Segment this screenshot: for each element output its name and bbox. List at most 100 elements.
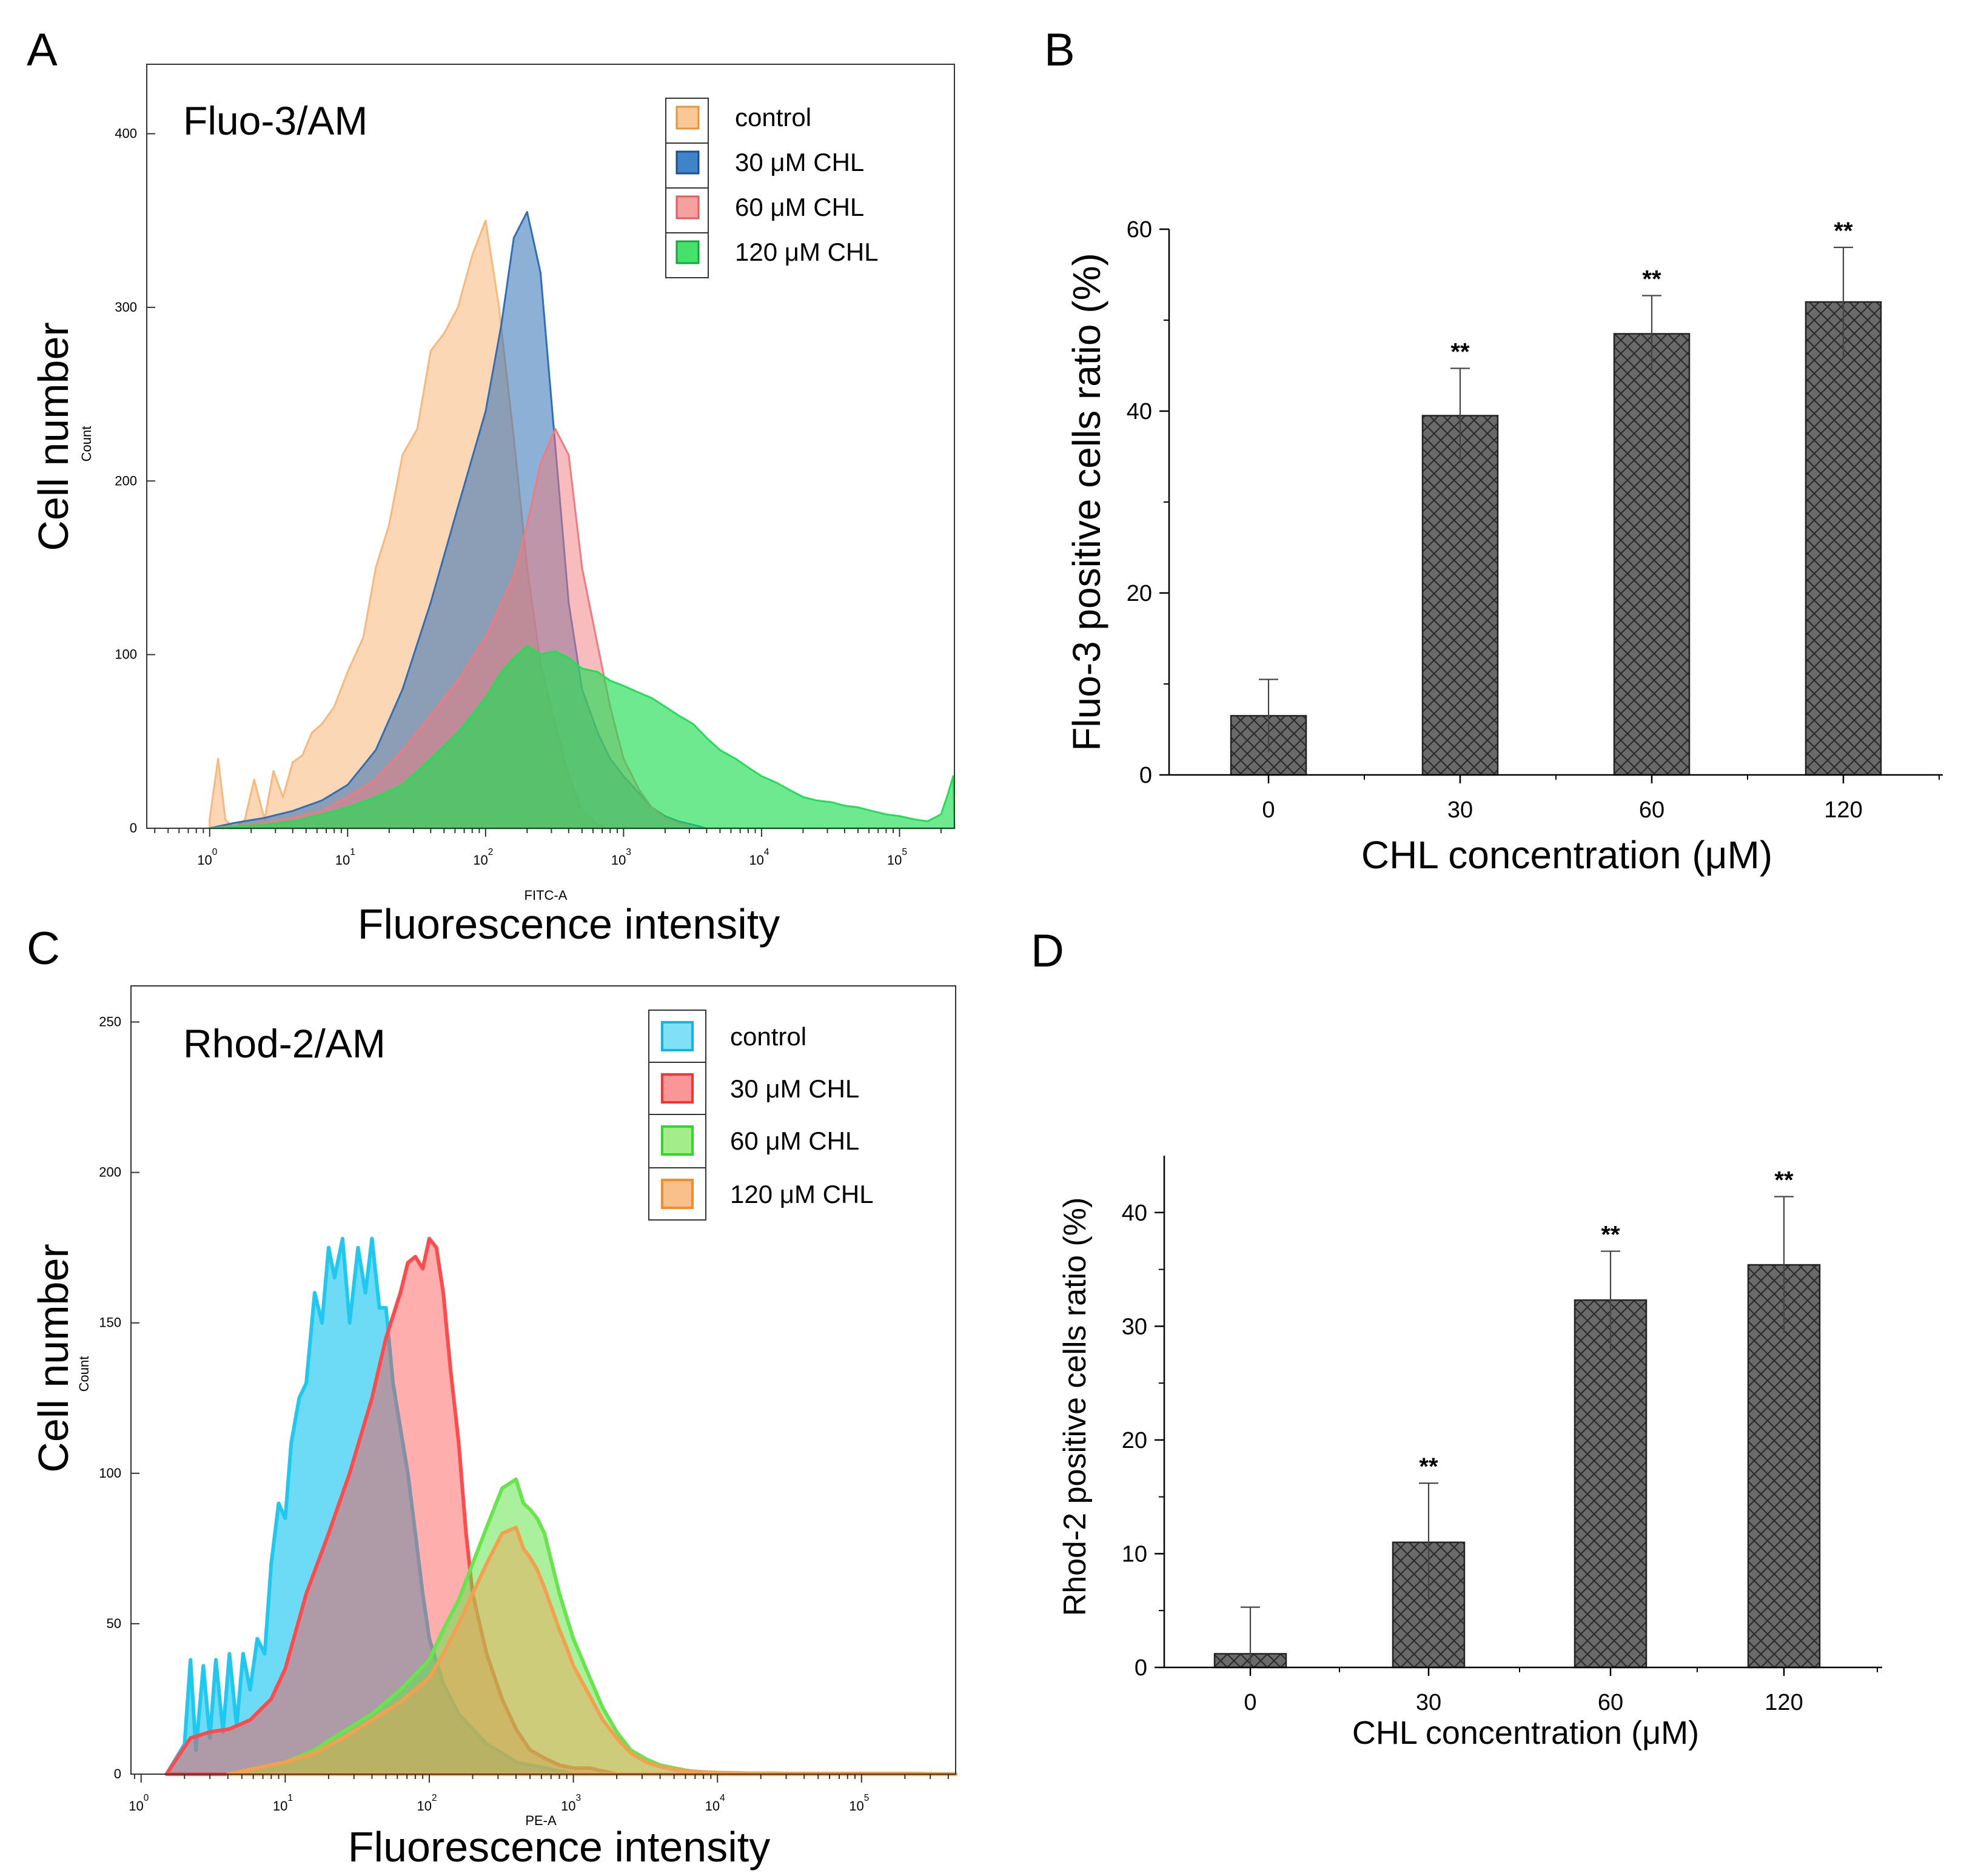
panel-c-x-label: Fluorescence intensity	[348, 1823, 770, 1871]
legend-swatch-60um	[675, 195, 700, 219]
legend-label-60um-c: 60 μM CHL	[730, 1127, 859, 1155]
legend-label-120um-c: 120 μM CHL	[730, 1180, 874, 1208]
x-tick-label: 30	[1416, 1690, 1441, 1715]
x-tick-label: 105	[887, 847, 907, 868]
panel-c-x-ticks: 100 101 102 103 104 105	[129, 1774, 949, 1814]
panel-c-legend: control 30 μM CHL 60 μM CHL 120 μM CHL	[648, 1010, 874, 1221]
panel-c-y-label-small: Count	[76, 1356, 92, 1392]
x-tick-label: 60	[1598, 1690, 1623, 1715]
x-tick-label: 100	[197, 847, 217, 868]
x-tick-label: 0	[1262, 797, 1275, 823]
panel-a-plot-frame	[146, 64, 955, 829]
x-tick-label: 103	[561, 1793, 581, 1814]
significance-marker: **	[1834, 218, 1853, 244]
b-bar-30	[1421, 415, 1499, 776]
panel-b-y-ticks: 0 20 40 60	[1127, 217, 1169, 788]
panel-a-y-label: Cell number	[30, 322, 77, 551]
panel-a-x-label: Fluorescence intensity	[358, 900, 780, 948]
panel-label-c: C	[27, 923, 60, 974]
y-tick-label: 300	[115, 300, 137, 315]
panel-c-plot-frame	[130, 985, 956, 1775]
panel-a-y-ticks: 0 100 200 300 400	[115, 126, 155, 836]
x-tick-label: 102	[417, 1793, 437, 1814]
legend-swatch-120um-c	[661, 1179, 694, 1209]
y-tick-label: 20	[1122, 1428, 1147, 1453]
x-tick-label: 120	[1824, 797, 1862, 823]
b-bar-60	[1613, 333, 1691, 776]
panel-a-legend: control 30 μM CHL 60 μM CHL 120 μM CHL	[665, 98, 879, 278]
panel-b-bars: ** ** **	[1230, 218, 1882, 776]
x-tick-label: 120	[1765, 1690, 1803, 1715]
panel-d-x-label: CHL concentration (μM)	[1352, 1715, 1699, 1751]
c-series-area-3	[226, 1526, 957, 1776]
significance-marker: **	[1450, 339, 1470, 366]
y-tick-label: 40	[1122, 1201, 1147, 1226]
a-series-area-3	[209, 645, 956, 829]
significance-marker: **	[1601, 1222, 1620, 1248]
y-tick-label: 60	[1127, 217, 1152, 243]
panel-a-x-label-small: FITC-A	[525, 888, 568, 903]
y-tick-label: 200	[115, 473, 137, 488]
legend-label-control: control	[735, 103, 811, 132]
legend-swatch-60um-c	[661, 1125, 694, 1156]
panel-b-x-label: CHL concentration (μM)	[1361, 833, 1772, 877]
panel-d-x-ticks: 0 30 60 120	[1244, 1667, 1878, 1715]
y-tick-label: 40	[1127, 399, 1152, 424]
panel-d-bar-chart: ** ** ** 0 10 20 30 40 0 30 60 120 Rhod-2 positiv…	[1058, 1156, 1882, 1751]
panel-a-x-ticks: 100 101 102 103 104 105	[154, 828, 942, 868]
x-tick-label: 104	[705, 1793, 725, 1814]
panel-a-series-layer	[209, 210, 956, 829]
y-tick-label: 250	[99, 1014, 121, 1030]
panel-b-y-label: Fluo-3 positive cells ratio (%)	[1065, 253, 1108, 751]
legend-label-30um-c: 30 μM CHL	[730, 1074, 859, 1103]
panel-b-bar-chart: ** ** ** 0 20 40 60 0 30 60 120 Fluo-3 positive …	[1065, 217, 1943, 877]
legend-swatch-control-c	[661, 1021, 694, 1051]
panel-c-x-label-small: PE-A	[525, 1813, 557, 1828]
x-tick-label: 105	[849, 1793, 869, 1814]
y-tick-label: 50	[107, 1616, 121, 1631]
y-tick-label: 150	[99, 1315, 121, 1330]
x-tick-label: 104	[749, 847, 769, 868]
x-tick-label: 103	[611, 847, 631, 868]
panel-c-histogram: 0 50 100 150 200 250 100 101 102 103 104 105 Rhod-…	[30, 985, 957, 1871]
panel-d-y-ticks: 0 10 20 30 40	[1122, 1201, 1164, 1681]
x-tick-label: 100	[129, 1793, 149, 1814]
d-bar-60	[1574, 1299, 1648, 1669]
panel-c-y-label: Cell number	[30, 1244, 77, 1472]
panel-label-d: D	[1031, 925, 1064, 977]
legend-label-30um: 30 μM CHL	[735, 148, 864, 176]
y-tick-label: 0	[130, 820, 137, 836]
x-tick-label: 102	[473, 847, 493, 868]
panel-c-y-ticks: 0 50 100 150 200 250	[99, 1014, 139, 1781]
panel-label-a: A	[27, 24, 58, 76]
x-tick-label: 101	[335, 847, 355, 868]
legend-swatch-30um-c	[661, 1073, 694, 1104]
b-bar-120	[1805, 301, 1882, 776]
legend-label-120um: 120 μM CHL	[735, 238, 879, 266]
significance-marker: **	[1774, 1167, 1794, 1194]
panel-d-bars: ** ** **	[1213, 1167, 1821, 1669]
y-tick-label: 30	[1122, 1314, 1147, 1339]
panel-a-y-label-small: Count	[79, 426, 94, 462]
x-tick-label: 0	[1244, 1690, 1256, 1715]
y-tick-label: 0	[1139, 763, 1152, 788]
panel-b-x-ticks: 0 30 60 120	[1262, 775, 1940, 823]
significance-marker: **	[1419, 1453, 1438, 1480]
panel-a-histogram: 0 100 200 300 400 100 101 102 103 104 105 Fluo-3/…	[30, 64, 956, 948]
panel-c-series-layer	[164, 1236, 957, 1776]
y-tick-label: 20	[1127, 581, 1152, 606]
x-tick-label: 101	[273, 1793, 293, 1814]
y-tick-label: 10	[1122, 1541, 1147, 1567]
legend-label-control-c: control	[730, 1022, 806, 1051]
y-tick-label: 100	[99, 1466, 121, 1481]
y-tick-label: 0	[114, 1766, 121, 1781]
legend-swatch-30um	[675, 150, 700, 175]
y-tick-label: 200	[99, 1165, 121, 1180]
y-tick-label: 100	[115, 647, 137, 662]
legend-swatch-120um	[675, 240, 700, 264]
panel-a-dye-title: Fluo-3/AM	[183, 98, 367, 143]
x-tick-label: 30	[1447, 797, 1473, 823]
panel-label-b: B	[1044, 24, 1075, 76]
y-tick-label: 400	[115, 126, 137, 141]
